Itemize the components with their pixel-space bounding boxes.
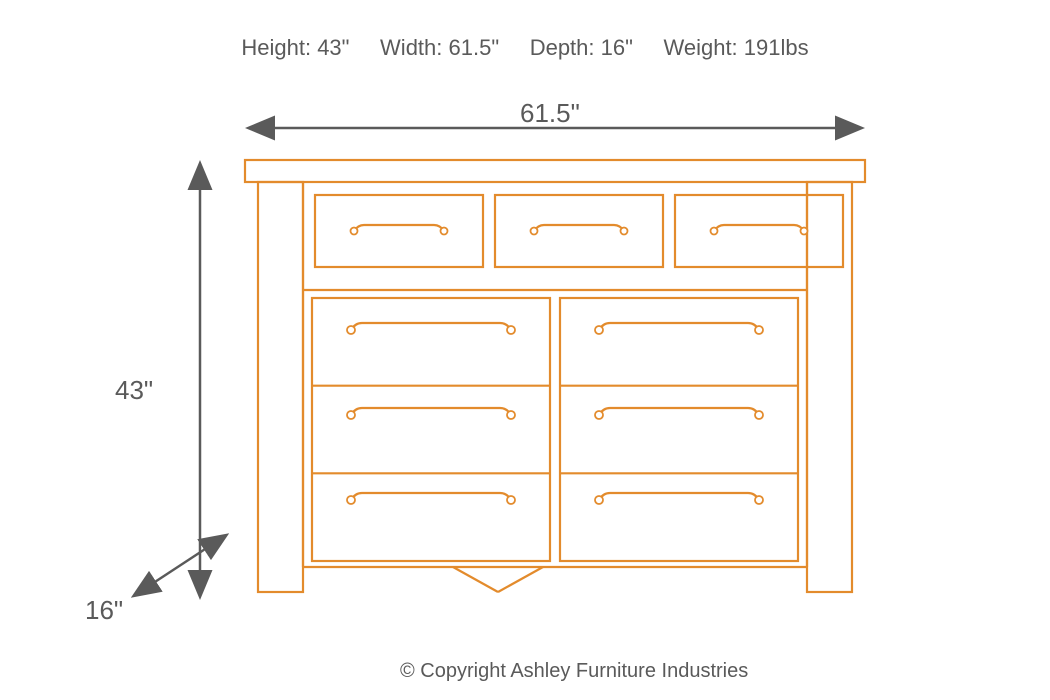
- width-label: 61.5": [520, 98, 580, 129]
- height-label: 43": [115, 375, 153, 406]
- copyright-text: © Copyright Ashley Furniture Industries: [400, 660, 748, 683]
- spec-depth: Depth: 16": [530, 35, 633, 60]
- spec-weight: Weight: 191lbs: [663, 35, 808, 60]
- spec-width: Width: 61.5": [380, 35, 499, 60]
- spec-line: Height: 43" Width: 61.5" Depth: 16" Weig…: [0, 35, 1050, 61]
- depth-label: 16": [85, 595, 123, 626]
- spec-height: Height: 43": [241, 35, 349, 60]
